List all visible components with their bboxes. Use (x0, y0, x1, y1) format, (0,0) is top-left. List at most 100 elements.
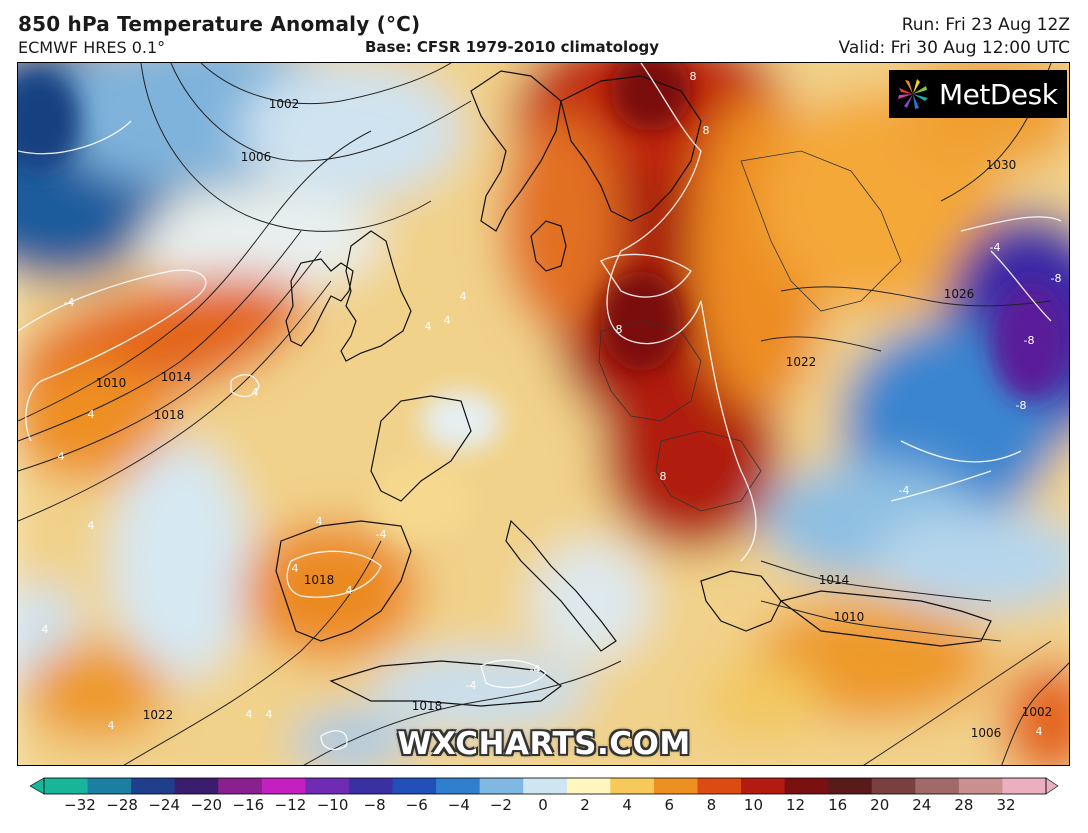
colorbar-tick-label: −6 (405, 796, 428, 814)
isobar-label: 1006 (971, 726, 1002, 740)
colorbar-cell (653, 778, 698, 794)
anomaly-map: 1002 1006 1010 1014 1018 1018 1018 1022 1022 1026… (17, 62, 1070, 766)
anomaly-contour-label: 4 (252, 386, 259, 399)
colorbar-tick-label: −8 (363, 796, 386, 814)
metdesk-flower-icon (898, 79, 928, 109)
isobar-label: 1022 (786, 355, 817, 369)
colorbar-min-arrow (30, 777, 45, 795)
colorbar-tick-label: 10 (743, 796, 763, 814)
colorbar-tick-label: −10 (316, 796, 349, 814)
colorbar-tick-label: 32 (996, 796, 1016, 814)
colorbar-cell (44, 778, 89, 794)
isobar-label: 1006 (241, 150, 272, 164)
isobar-label: 1018 (304, 573, 335, 587)
colorbar-cell (131, 778, 176, 794)
anomaly-contour-label: 4 (42, 623, 49, 636)
colorbar-tick-label: 16 (828, 796, 848, 814)
colorbar-tick-label: 8 (706, 796, 717, 814)
colorbar-tick-label: −20 (190, 796, 223, 814)
isobar-label: 1002 (269, 97, 300, 111)
anomaly-contour-label: -4 (466, 679, 477, 692)
anomaly-contour-label: 8 (703, 124, 710, 137)
anomaly-contour-label: -8 (1051, 272, 1062, 285)
metdesk-logo: MetDesk (889, 70, 1067, 118)
colorbar-tick-label: −28 (106, 796, 138, 814)
color-scale-ticks: −32 −28 −24 −20 −16 −12 −10 −8 −6 −4 −2 0 2 4 6 8 10 12 16… (0, 796, 1088, 820)
colorbar-tick-label: 0 (538, 796, 548, 814)
colorbar-tick-label: 6 (664, 796, 675, 814)
colorbar-tick-label: −12 (274, 796, 307, 814)
anomaly-contour-label: 4 (108, 719, 115, 732)
anomaly-contour-label: 8 (690, 70, 697, 83)
valid-time-label: Valid: Fri 30 Aug 12:00 UTC (838, 38, 1070, 58)
isobar-label: 1010 (834, 610, 865, 624)
anomaly-contour-label: -4 (64, 296, 75, 309)
run-time-label: Run: Fri 23 Aug 12Z (901, 15, 1070, 35)
anomaly-contour-label: 4 (88, 519, 95, 532)
anomaly-contour-label: 4 (292, 562, 299, 575)
isobar-label: 1022 (143, 708, 174, 722)
colorbar-tick-label: 20 (870, 796, 890, 814)
anomaly-contour-label: 4 (58, 450, 65, 463)
isobar-label: 1010 (96, 376, 127, 390)
colorbar-tick-label: 12 (785, 796, 806, 814)
climatology-base-label: Base: CFSR 1979-2010 climatology (365, 38, 660, 56)
colorbar-tick-label: −4 (447, 796, 470, 814)
anomaly-contour-label: 4 (444, 314, 451, 327)
anomaly-contour-label: -4 (376, 528, 387, 541)
anomaly-field (18, 63, 1069, 765)
colorbar-outline (43, 777, 1047, 795)
anomaly-contours (18, 63, 1062, 750)
colorbar-cell (1002, 778, 1047, 794)
colorbar-tick-label: −2 (489, 796, 512, 814)
colorbar-cell (828, 778, 873, 794)
model-label: ECMWF HRES 0.1° (18, 38, 166, 57)
pressure-labels: 1002 1006 1010 1014 1018 1018 1018 1022 1022 1026… (96, 97, 1053, 740)
colorbar-cell (305, 778, 350, 794)
colorbar-cell (218, 778, 263, 794)
colorbar-tick-label: 4 (622, 796, 632, 814)
anomaly-contour-label: 4 (88, 408, 95, 421)
isobar-label: 1018 (154, 408, 185, 422)
colorbar-cell (392, 778, 437, 794)
colorbar-cell (479, 778, 524, 794)
colorbar-tick-label: 2 (580, 796, 590, 814)
colorbar-max-arrow (1045, 777, 1059, 795)
map-canvas: 1002 1006 1010 1014 1018 1018 1018 1022 1022 1026… (18, 63, 1069, 765)
colorbar-cell (871, 778, 916, 794)
color-scale-bar (30, 777, 1059, 795)
colorbar-cell (348, 778, 394, 794)
metdesk-wordmark: MetDesk (939, 77, 1058, 111)
colorbar-cell (87, 778, 132, 794)
colorbar-cell (566, 778, 611, 794)
colorbar-cell (261, 778, 306, 794)
colorbar-cell (915, 778, 960, 794)
colorbar-cell (174, 778, 219, 794)
anomaly-detail (18, 63, 1069, 541)
anomaly-contour-label: -4 (990, 241, 1001, 254)
isobar-label: 1026 (944, 287, 975, 301)
colorbar-cell (697, 778, 742, 794)
colorbar-tick-label: −24 (148, 796, 180, 814)
anomaly-contour-label: 4 (316, 515, 323, 528)
colorbar-cell (784, 778, 829, 794)
colorbar-cell (523, 778, 568, 794)
anomaly-contour-label: 4 (425, 320, 432, 333)
anomaly-contour-label: -4 (530, 663, 541, 676)
anomaly-contour-label: 8 (660, 470, 667, 483)
coastlines (275, 70, 992, 707)
anomaly-contour-label: -4 (899, 484, 910, 497)
isobar-label: 1014 (161, 370, 192, 384)
anomaly-contour-label: 4 (460, 290, 467, 303)
isobar-label: 1018 (412, 699, 443, 713)
colorbar-tick-label: −16 (232, 796, 265, 814)
isobar-label: 1002 (1022, 705, 1053, 719)
colorbar-tick-label: 24 (912, 796, 932, 814)
colorbar-cell (741, 778, 786, 794)
anomaly-contour-label: 4 (1036, 725, 1043, 738)
anomaly-contour-label: -8 (1016, 399, 1027, 412)
isobar-label: 1014 (819, 573, 850, 587)
anomaly-contour-label: 4 (266, 708, 273, 721)
colorbar-tick-label: 28 (954, 796, 974, 814)
anomaly-contour-label: 8 (616, 323, 623, 336)
